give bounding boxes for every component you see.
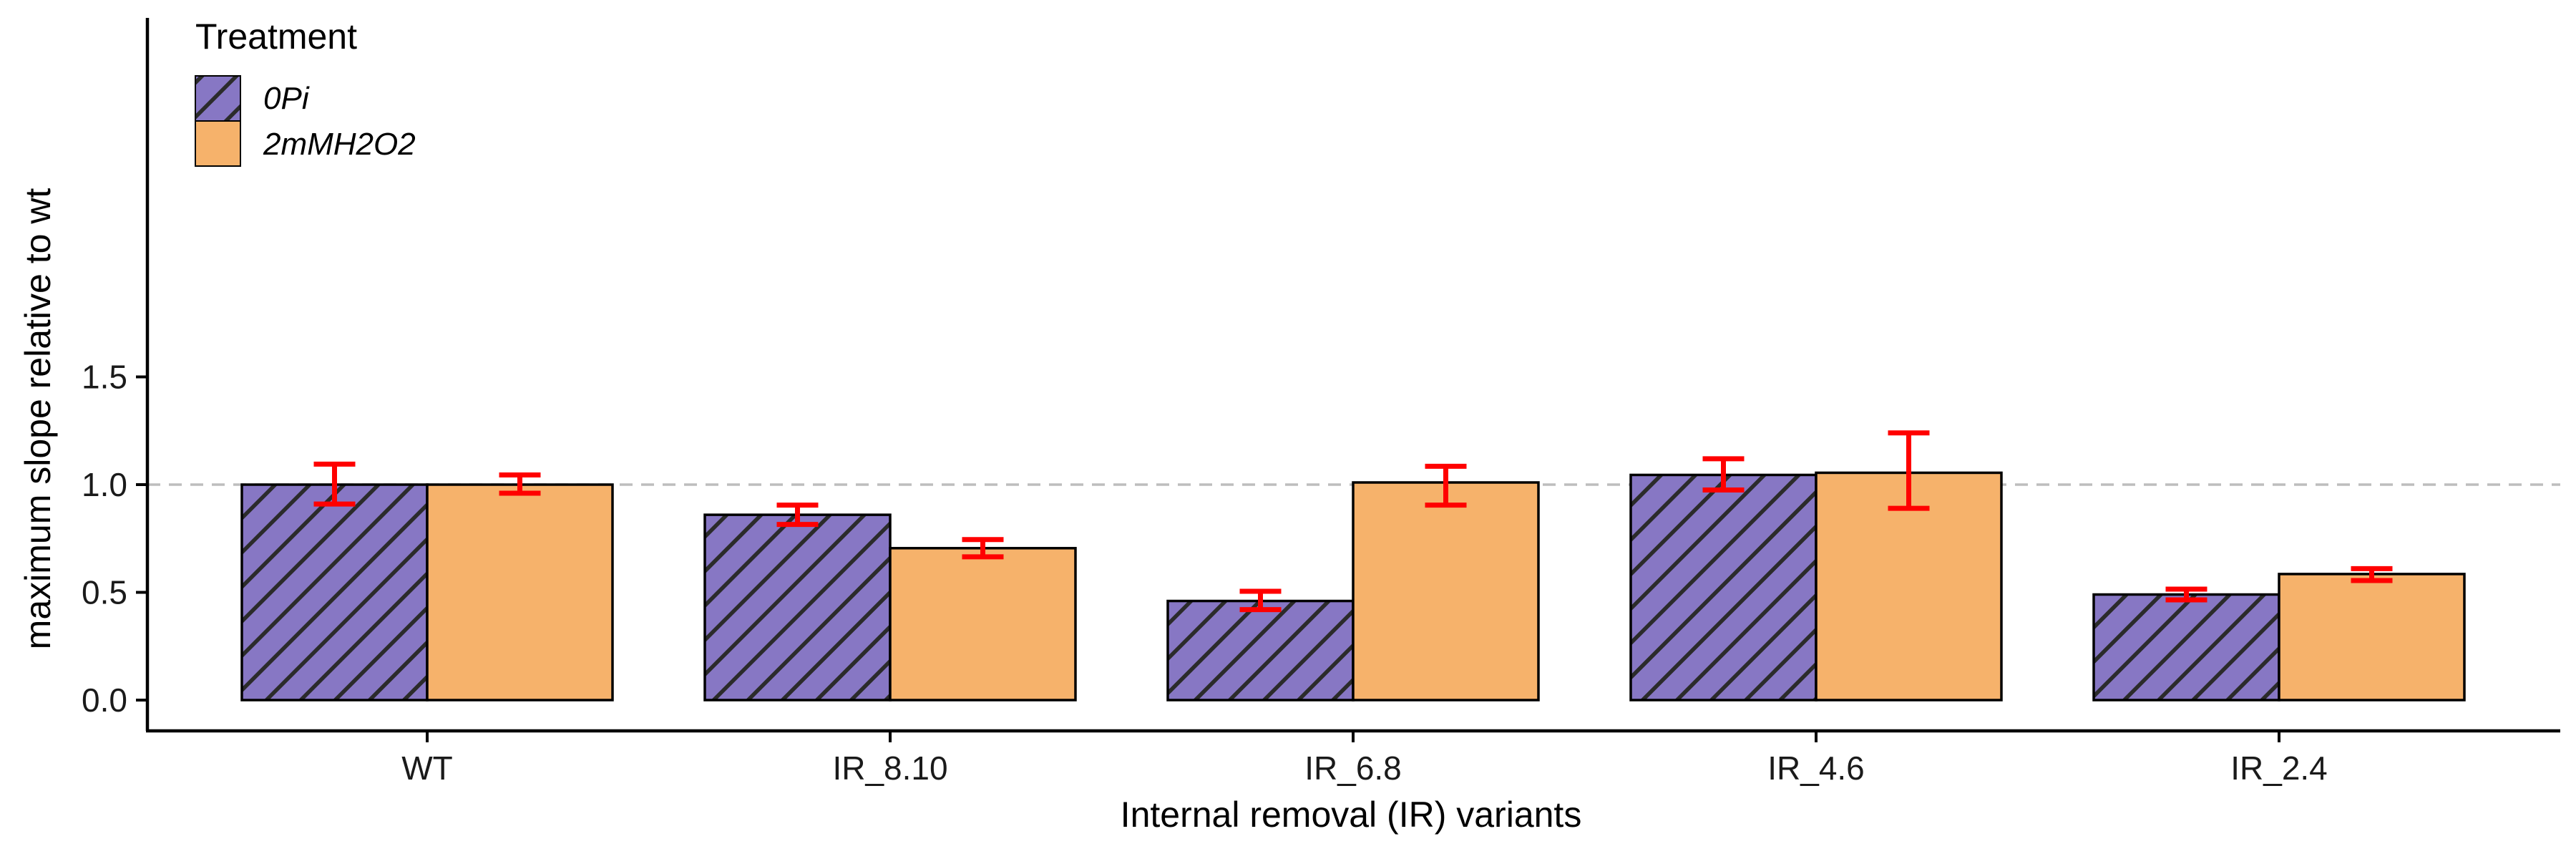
error-bar-2mmh2o2-ir-8-10 <box>962 537 1004 560</box>
axes: 0.0 0.5 1.0 1.5 WT IR_8.10 IR_6.8 IR_4.6 IR_2.4 <box>82 18 2560 787</box>
error-bar-2mmh2o2-ir-4-6 <box>1888 430 1930 511</box>
error-bar-2mmh2o2-ir-6-8 <box>1425 463 1467 508</box>
legend-label-2mmh2o2: 2mMH2O2 <box>263 127 416 162</box>
bar-2mmh2o2-ir-8-10 <box>889 547 1077 702</box>
bar-2mmh2o2-ir-2-4 <box>2278 573 2466 702</box>
error-bar-0pi-ir-4-6 <box>1702 456 1745 493</box>
x-tick-label: IR_8.10 <box>832 749 947 787</box>
y-axis-title: maximum slope relative to wt <box>18 188 58 650</box>
plot-area <box>147 430 2560 702</box>
error-bar-0pi-wt <box>313 461 356 507</box>
legend-swatch-2mmh2o2 <box>195 120 241 167</box>
bar-0pi-ir-2-4 <box>2092 593 2280 702</box>
x-tick-label: IR_6.8 <box>1304 749 1402 787</box>
x-tick-label: WT <box>401 749 453 787</box>
y-tick-label: 1.0 <box>82 466 127 503</box>
bar-0pi-wt <box>240 483 429 702</box>
legend-swatch-0pi <box>195 75 241 122</box>
x-axis-title: Internal removal (IR) variants <box>1121 795 1582 835</box>
bar-2mmh2o2-wt <box>426 483 614 702</box>
y-tick-label: 1.5 <box>82 359 127 396</box>
x-tick-label: IR_2.4 <box>2230 749 2328 787</box>
error-bar-0pi-ir-8-10 <box>776 503 819 528</box>
error-bar-0pi-ir-2-4 <box>2165 586 2207 603</box>
bar-0pi-ir-8-10 <box>703 513 892 702</box>
y-tick-label: 0.5 <box>82 574 127 611</box>
error-bar-2mmh2o2-wt <box>499 472 541 496</box>
bar-0pi-ir-6-8 <box>1166 599 1355 702</box>
legend-title: Treatment <box>195 16 357 57</box>
bar-2mmh2o2-ir-6-8 <box>1352 481 1540 702</box>
error-bar-0pi-ir-6-8 <box>1239 588 1282 613</box>
y-tick-label: 0.0 <box>82 681 127 719</box>
x-tick-label: IR_4.6 <box>1767 749 1865 787</box>
bar-0pi-ir-4-6 <box>1629 473 1818 702</box>
legend: Treatment 0Pi 2mMH2O2 <box>195 16 416 167</box>
legend-label-0pi: 0Pi <box>263 81 310 116</box>
error-bar-2mmh2o2-ir-2-4 <box>2351 566 2393 583</box>
